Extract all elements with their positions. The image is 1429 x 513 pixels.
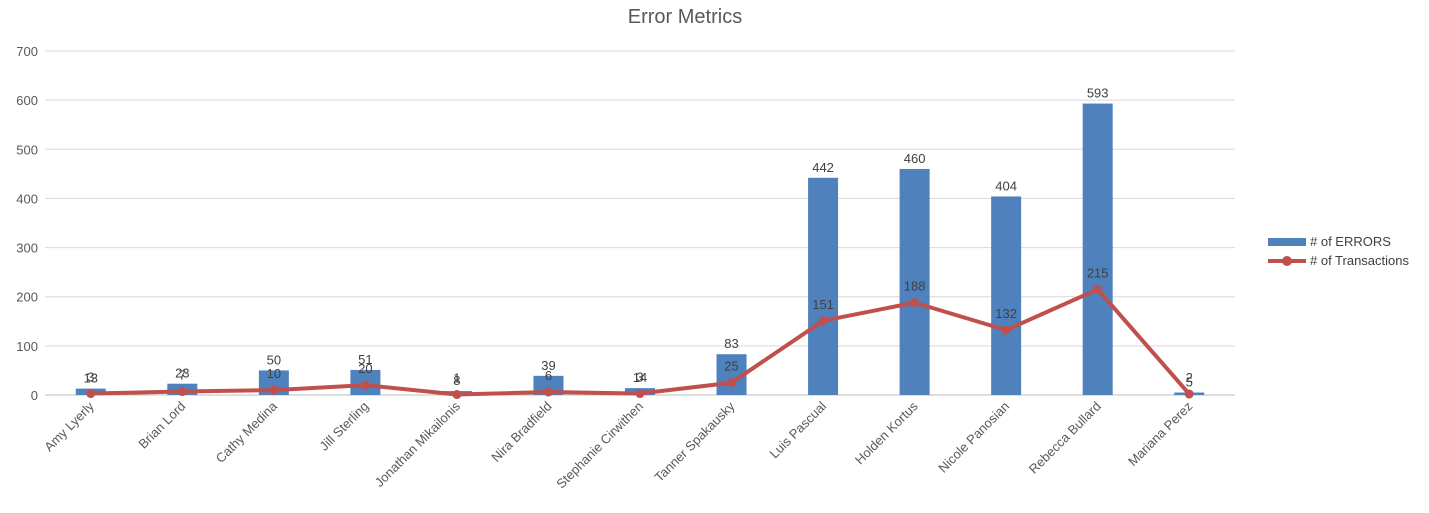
bar-value-label: 5 (1186, 375, 1193, 390)
line-value-label: 7 (179, 368, 186, 383)
legend: # of ERRORS # of Transactions (1268, 232, 1409, 270)
line-value-label: 132 (995, 306, 1017, 321)
line-value-label: 1 (453, 371, 460, 386)
data-labels: 13 23 50 51 8 39 14 83 442 460 404 593 5 3 7 10 20 1 6 3 25 1… (84, 86, 1193, 390)
x-axis-categories: Amy Lyerly Brian Lord Cathy Medina Jill Ste… (41, 398, 1195, 491)
category-label: Luis Pascual (766, 398, 829, 461)
bar-value-label: 442 (812, 160, 834, 175)
y-axis-ticks: 0 100 200 300 400 500 600 700 (16, 44, 38, 403)
transactions-point (543, 387, 553, 397)
bar (991, 196, 1022, 395)
line-value-label: 215 (1087, 265, 1109, 280)
category-label: Tanner Spakausky (651, 398, 738, 485)
transactions-point (727, 378, 737, 388)
category-label: Holden Kortus (852, 398, 921, 467)
bar-value-label: 8 (453, 373, 460, 388)
line-value-label: 25 (724, 359, 738, 374)
legend-item-errors: # of ERRORS (1268, 232, 1409, 251)
legend-label-errors: # of ERRORS (1310, 234, 1391, 249)
y-tick-label: 0 (31, 388, 38, 403)
transactions-point (86, 389, 96, 399)
line-value-label: 3 (636, 370, 643, 385)
line-value-label: 3 (87, 370, 94, 385)
transactions-point (1001, 325, 1011, 335)
category-label: Nicole Panosian (935, 399, 1012, 476)
legend-swatch-bar (1268, 237, 1306, 246)
transactions-point (635, 389, 645, 399)
transactions-point (910, 298, 920, 308)
transactions-point (818, 316, 828, 326)
category-label: Jonathan Mikailonis (372, 398, 464, 490)
legend-label-transactions: # of Transactions (1310, 253, 1409, 268)
category-label: Rebecca Bullard (1026, 399, 1104, 477)
bar (899, 168, 930, 395)
y-tick-label: 200 (16, 290, 38, 305)
category-label: Stephanie Cirwithen (553, 399, 646, 492)
category-label: Nira Bradfield (488, 399, 554, 465)
bar-value-label: 83 (724, 336, 738, 351)
transactions-point (452, 390, 462, 400)
bar-value-label: 460 (904, 151, 926, 166)
bar-value-label: 39 (541, 358, 555, 373)
bar-value-label: 14 (633, 370, 647, 385)
bar-value-label: 50 (267, 352, 281, 367)
category-label: Amy Lyerly (41, 398, 97, 454)
category-label: Mariana Perez (1125, 399, 1195, 469)
bar-value-label: 404 (995, 178, 1017, 193)
category-label: Jill Sterling (316, 399, 371, 454)
transactions-point (360, 380, 370, 390)
bar-value-label: 593 (1087, 86, 1109, 101)
transactions-line (86, 284, 1194, 400)
y-tick-label: 400 (16, 191, 38, 206)
transactions-point (269, 385, 279, 395)
bar (808, 177, 839, 395)
line-value-label: 151 (812, 297, 834, 312)
y-tick-label: 500 (16, 142, 38, 157)
line-value-label: 10 (267, 366, 281, 381)
line-value-label: 2 (1186, 370, 1193, 385)
transactions-point (1093, 284, 1103, 294)
error-bars (75, 103, 1205, 395)
y-tick-label: 600 (16, 93, 38, 108)
bar-value-label: 51 (358, 352, 372, 367)
transactions-point (177, 387, 187, 397)
y-tick-label: 100 (16, 339, 38, 354)
chart-title: Error Metrics (627, 6, 743, 28)
line-value-label: 6 (545, 368, 552, 383)
bar (1082, 103, 1113, 395)
gridlines (45, 50, 1235, 396)
legend-item-transactions: # of Transactions (1268, 251, 1409, 270)
y-tick-label: 700 (16, 44, 38, 59)
bar-value-label: 23 (175, 366, 189, 381)
line-value-label: 188 (904, 279, 926, 294)
transactions-point (1184, 389, 1194, 399)
bar-value-label: 13 (84, 371, 98, 386)
line-value-label: 20 (358, 361, 372, 376)
legend-swatch-line (1268, 254, 1306, 268)
category-label: Cathy Medina (213, 398, 281, 466)
y-tick-label: 300 (16, 241, 38, 256)
category-label: Brian Lord (135, 399, 188, 452)
